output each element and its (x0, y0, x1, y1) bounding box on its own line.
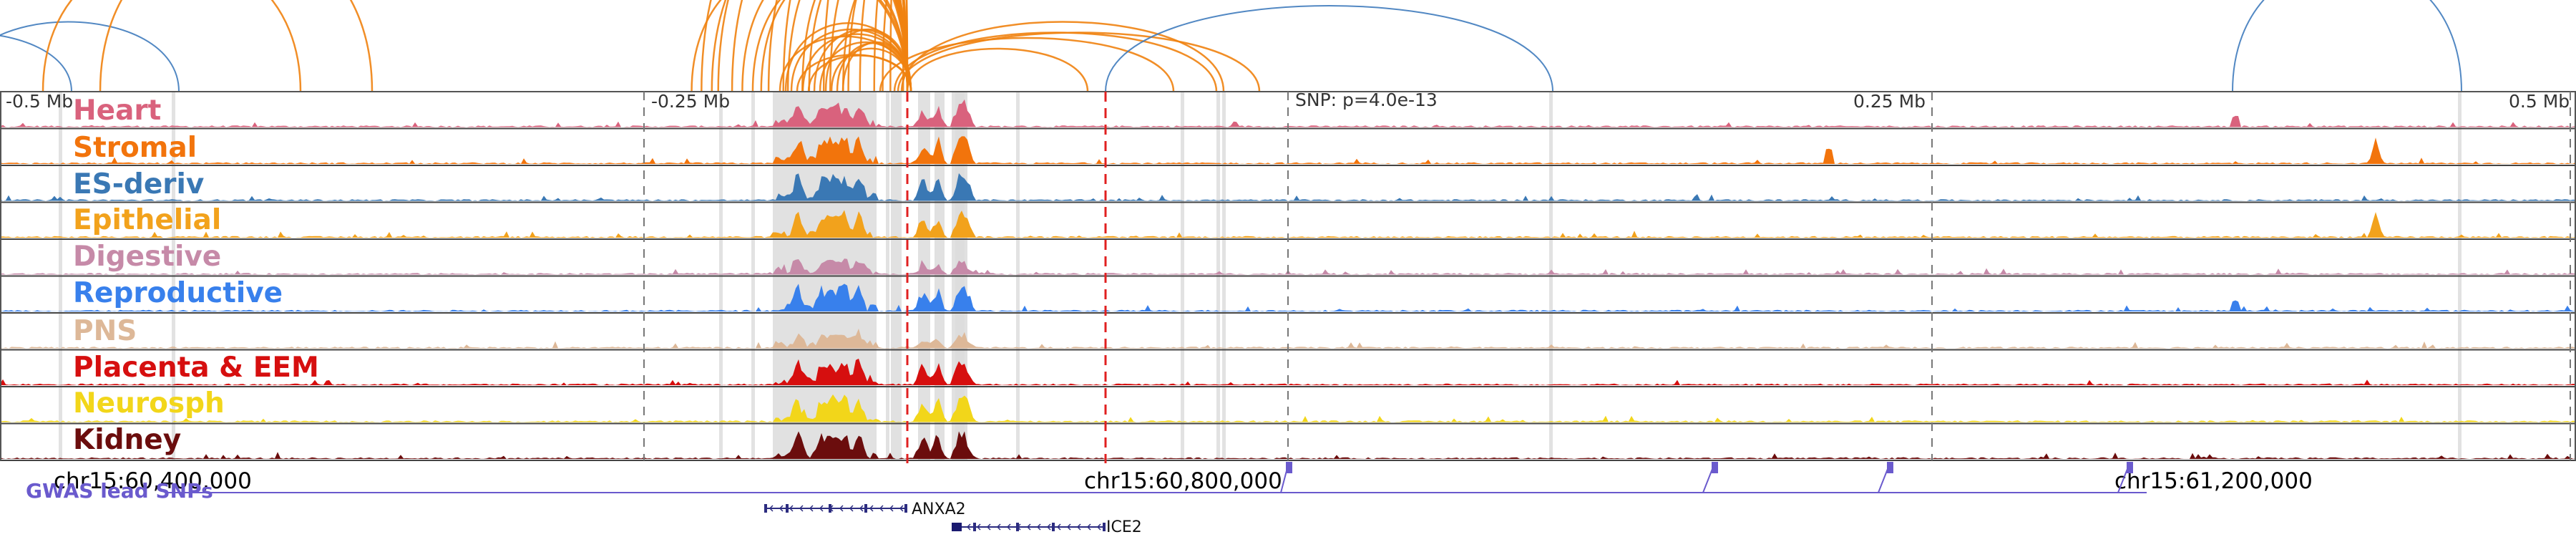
track-frame (0, 91, 2576, 463)
gwas-track: GWAS lead SNPs (26, 462, 2147, 503)
gene-strand-mark (966, 523, 971, 531)
loop-arc (1105, 5, 1553, 92)
gene-strand-mark (976, 523, 981, 531)
gene-strand-mark (889, 505, 894, 512)
track-label-neurosph: Neurosph (73, 387, 225, 420)
gene-strand-mark (799, 505, 804, 512)
gene-exon (786, 504, 789, 513)
loop-arc (897, 32, 1261, 92)
gene-strand-mark (996, 523, 1001, 531)
gene-strand-mark (1086, 523, 1091, 531)
gene-exon (952, 523, 962, 531)
gene-label-ice2: ICE2 (1106, 518, 1142, 536)
chromatin-loop-arcs (0, 0, 2462, 92)
loop-arc (0, 34, 72, 92)
track-label-kidney: Kidney (73, 424, 181, 456)
loop-arc (900, 21, 1225, 92)
track-label-pns: PNS (73, 315, 137, 347)
loop-arc (751, 0, 909, 92)
loop-arc (906, 47, 1089, 92)
ruler-label: -0.25 Mb (651, 91, 730, 112)
track-label-digestive: Digestive (73, 241, 221, 273)
gene-strand-mark (1006, 523, 1011, 531)
gene-exon (973, 523, 976, 531)
gene-exon (764, 504, 767, 513)
loop-arc (691, 0, 909, 92)
gene-strand-mark (859, 505, 864, 512)
coordinate-label: chr15:60,400,000 (54, 468, 252, 494)
track-signals (0, 99, 2576, 459)
loop-arc (824, 29, 912, 92)
gene-strand-mark (789, 505, 794, 512)
loop-arc (0, 21, 180, 92)
loop-arc (42, 0, 302, 92)
gene-strand-mark (849, 505, 854, 512)
gene-strand-mark (879, 505, 884, 512)
gene-exon (1052, 523, 1055, 531)
gene-exon (864, 504, 867, 513)
gwas-snp-marks (165, 462, 2147, 493)
gene-strand-mark (819, 505, 824, 512)
ruler-label: 0.5 Mb (2509, 91, 2570, 112)
loop-arc (99, 0, 374, 92)
gwas-snp (1286, 462, 1292, 473)
gene-exon (1016, 523, 1019, 531)
loop-arc (893, 32, 1218, 92)
gene-strand-mark (986, 523, 991, 531)
gene-track: ANXA2 ICE2 (764, 500, 1142, 536)
coordinate-label: chr15:60,800,000 (1084, 468, 1282, 494)
gene-exon (829, 504, 831, 513)
coordinate-label: chr15:61,200,000 (2114, 468, 2313, 494)
gene-strand-mark (809, 505, 814, 512)
gwas-snp (1712, 462, 1718, 473)
track-label-heart: Heart (73, 95, 161, 127)
gene-strand-mark (1026, 523, 1031, 531)
gene-strand-mark (1096, 523, 1101, 531)
loop-arc (807, 54, 912, 92)
gene-exon (904, 504, 907, 513)
loop-arc (760, 0, 909, 92)
snp-label: SNP: p=4.0e-13 (1295, 90, 1438, 110)
loop-arc (711, 0, 909, 92)
loop-arc (902, 0, 909, 92)
ruler: -0.5 Mb -0.25 Mb SNP: p=4.0e-13 0.25 Mb … (6, 90, 2570, 112)
track-label-stromal: Stromal (73, 132, 197, 164)
gene-strand-mark (899, 505, 904, 512)
gene-strand-mark (869, 505, 874, 512)
gene-strand-mark (1046, 523, 1051, 531)
loop-arc (2232, 0, 2462, 92)
ruler-label: -0.5 Mb (6, 91, 73, 112)
loop-arc (879, 37, 1175, 92)
gene-label-anxa2: ANXA2 (912, 500, 966, 518)
track-label-epithelial: Epithelial (73, 204, 221, 236)
gene-strand-mark (779, 505, 784, 512)
gwas-snp (2127, 462, 2133, 473)
gene-strand-mark (1066, 523, 1071, 531)
genomic-coordinates: chr15:60,400,000 chr15:60,800,000 chr15:… (54, 468, 2313, 494)
ruler-label: 0.25 Mb (1853, 91, 1926, 112)
gene-strand-mark (769, 505, 774, 512)
gene-models (764, 504, 1106, 531)
gwas-snp (1887, 462, 1893, 473)
gene-strand-mark (1076, 523, 1081, 531)
track-label-reproductive: Reproductive (73, 277, 283, 309)
gene-exon (1103, 523, 1106, 531)
gene-strand-mark (1036, 523, 1041, 531)
track-labels: Heart Stromal ES-deriv Epithelial Digest… (73, 95, 319, 456)
gene-strand-mark (1056, 523, 1061, 531)
gene-strand-mark (839, 505, 844, 512)
track-label-placenta: Placenta & EEM (73, 352, 319, 384)
gwas-track-label: GWAS lead SNPs (26, 479, 213, 503)
track-label-es-deriv: ES-deriv (73, 168, 204, 200)
